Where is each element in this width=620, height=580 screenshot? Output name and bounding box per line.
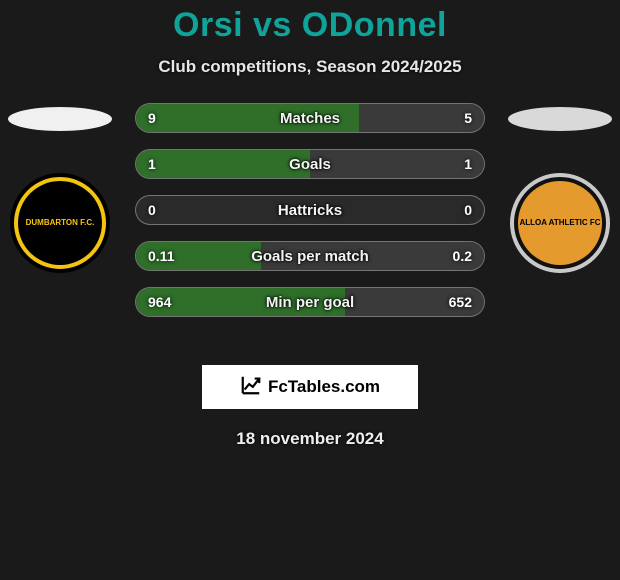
stat-label: Matches [280,110,340,127]
branding-badge[interactable]: FcTables.com [202,365,418,409]
stat-label: Goals [289,156,331,173]
stat-label: Min per goal [266,294,354,311]
team-left: DUMBARTON F.C. [0,109,120,273]
player-shadow-right [508,107,612,131]
stat-value-right: 1 [464,156,472,172]
stat-bar: 0 0 Hattricks [135,195,485,225]
branding-text: FcTables.com [268,377,380,397]
stat-label: Goals per match [251,248,369,265]
stats-arena: DUMBARTON F.C. ALLOA ATHLETIC FC 9 5 Match… [0,109,620,349]
club-crest-left: DUMBARTON F.C. [10,173,110,273]
stat-value-left: 1 [148,156,156,172]
stat-value-right: 652 [449,294,472,310]
club-crest-right-label: ALLOA ATHLETIC FC [518,181,602,265]
comparison-card: Orsi vs ODonnel Club competitions, Seaso… [0,0,620,580]
subtitle: Club competitions, Season 2024/2025 [0,57,620,77]
player-shadow-left [8,107,112,131]
page-title: Orsi vs ODonnel [0,6,620,45]
stat-bar: 1 1 Goals [135,149,485,179]
club-crest-right: ALLOA ATHLETIC FC [510,173,610,273]
stat-bar-fill-right [310,150,484,178]
footer-date: 18 november 2024 [0,429,620,449]
team-right: ALLOA ATHLETIC FC [500,109,620,273]
stat-bar: 9 5 Matches [135,103,485,133]
club-crest-left-label: DUMBARTON F.C. [18,181,102,265]
stat-value-right: 0 [464,202,472,218]
stat-value-left: 0.11 [148,248,174,264]
stat-value-left: 0 [148,202,156,218]
stat-value-right: 5 [464,110,472,126]
stat-value-left: 964 [148,294,171,310]
stat-bar: 964 652 Min per goal [135,287,485,317]
stat-bars: 9 5 Matches 1 1 Goals 0 0 Hattricks 0.11 0.2 Goals … [135,103,485,333]
stat-value-left: 9 [148,110,156,126]
chart-growth-icon [240,374,262,401]
stat-label: Hattricks [278,202,342,219]
stat-bar: 0.11 0.2 Goals per match [135,241,485,271]
stat-bar-fill-left [136,150,310,178]
stat-value-right: 0.2 [453,248,472,264]
